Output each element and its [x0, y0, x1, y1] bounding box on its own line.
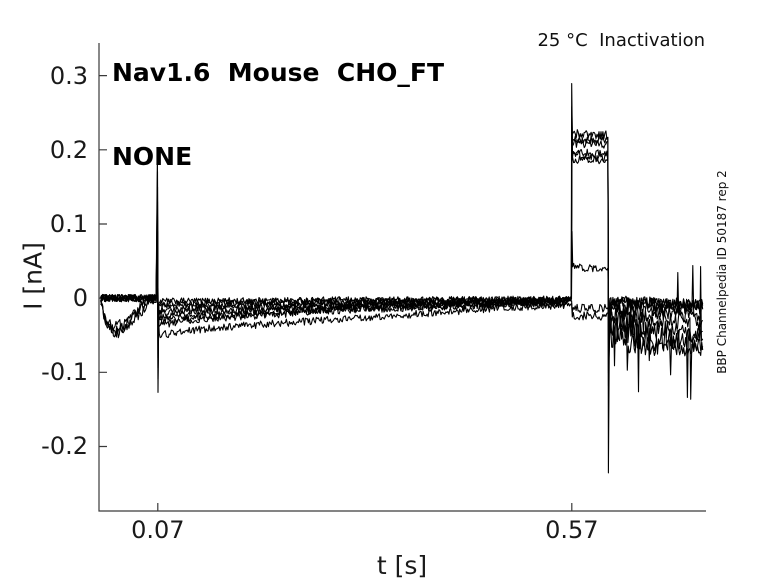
y-tick-label: 0	[72, 284, 88, 313]
y-axis-label: I [nA]	[18, 242, 48, 310]
y-tick-label: 0.3	[49, 61, 88, 90]
chart-title-line2: NONE	[112, 142, 193, 171]
trace-sweep-9	[100, 267, 704, 339]
y-tick-label: -0.1	[41, 358, 88, 387]
x-tick-label: 0.07	[131, 516, 185, 544]
condition-annotation: 25 °C Inactivation	[537, 30, 705, 51]
y-tick-label: -0.2	[41, 432, 88, 461]
x-tick-label: 0.57	[545, 516, 599, 544]
y-tick-label: 0.1	[49, 209, 88, 238]
trace-sweep-7	[100, 230, 704, 338]
y-tick-label: 0.2	[49, 135, 88, 164]
side-watermark: BBP Channelpedia ID 50187 rep 2	[715, 170, 729, 374]
x-axis-label: t [s]	[376, 551, 428, 580]
chart-title-line1: Nav1.6 Mouse CHO_FT	[112, 58, 445, 87]
trace-sweep-8	[100, 260, 704, 336]
chart-title: Nav1.6 Mouse CHO_FT NONE	[112, 3, 444, 227]
current-traces	[100, 83, 704, 474]
